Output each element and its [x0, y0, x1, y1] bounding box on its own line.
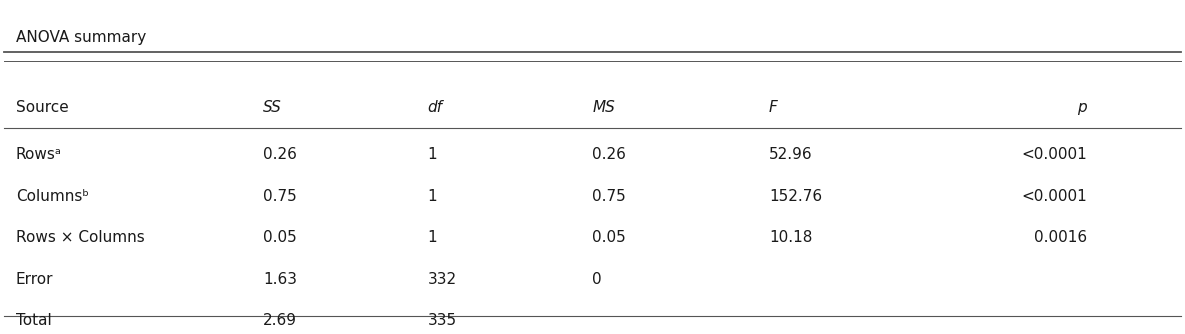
Text: Columnsᵇ: Columnsᵇ	[15, 189, 89, 204]
Text: p: p	[1077, 100, 1087, 115]
Text: Error: Error	[15, 272, 53, 287]
Text: 0.05: 0.05	[592, 230, 626, 245]
Text: ANOVA summary: ANOVA summary	[15, 30, 146, 45]
Text: 0.26: 0.26	[263, 147, 297, 162]
Text: 0.0016: 0.0016	[1033, 230, 1087, 245]
Text: Source: Source	[15, 100, 69, 115]
Text: 1: 1	[428, 230, 437, 245]
Text: 0: 0	[592, 272, 602, 287]
Text: 152.76: 152.76	[769, 189, 822, 204]
Text: df: df	[428, 100, 443, 115]
Text: 0.75: 0.75	[592, 189, 626, 204]
Text: 0.26: 0.26	[592, 147, 627, 162]
Text: 1: 1	[428, 147, 437, 162]
Text: 332: 332	[428, 272, 457, 287]
Text: Rows × Columns: Rows × Columns	[15, 230, 145, 245]
Text: 1: 1	[428, 189, 437, 204]
Text: SS: SS	[263, 100, 282, 115]
Text: 335: 335	[428, 313, 457, 328]
Text: <0.0001: <0.0001	[1021, 189, 1087, 204]
Text: 52.96: 52.96	[769, 147, 813, 162]
Text: Rowsᵃ: Rowsᵃ	[15, 147, 62, 162]
Text: Total: Total	[15, 313, 52, 328]
Text: 0.05: 0.05	[263, 230, 296, 245]
Text: F: F	[769, 100, 777, 115]
Text: 1.63: 1.63	[263, 272, 297, 287]
Text: 2.69: 2.69	[263, 313, 297, 328]
Text: MS: MS	[592, 100, 615, 115]
Text: 10.18: 10.18	[769, 230, 813, 245]
Text: 0.75: 0.75	[263, 189, 296, 204]
Text: <0.0001: <0.0001	[1021, 147, 1087, 162]
